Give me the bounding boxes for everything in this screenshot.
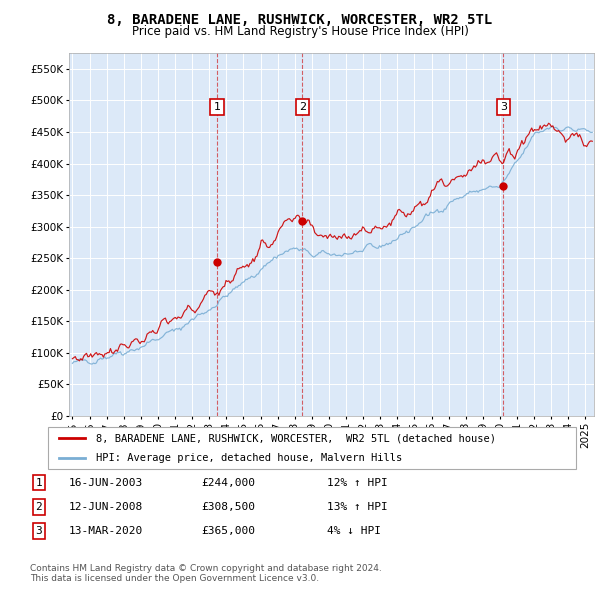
Text: 8, BARADENE LANE, RUSHWICK, WORCESTER,  WR2 5TL (detached house): 8, BARADENE LANE, RUSHWICK, WORCESTER, W…	[95, 433, 496, 443]
Text: Price paid vs. HM Land Registry's House Price Index (HPI): Price paid vs. HM Land Registry's House …	[131, 25, 469, 38]
Text: 3: 3	[500, 101, 507, 112]
Text: 12-JUN-2008: 12-JUN-2008	[69, 502, 143, 512]
Text: 8, BARADENE LANE, RUSHWICK, WORCESTER, WR2 5TL: 8, BARADENE LANE, RUSHWICK, WORCESTER, W…	[107, 13, 493, 27]
Text: 4% ↓ HPI: 4% ↓ HPI	[327, 526, 381, 536]
Text: 2: 2	[299, 101, 306, 112]
Text: £244,000: £244,000	[201, 478, 255, 487]
Text: 1: 1	[35, 478, 43, 487]
Text: 16-JUN-2003: 16-JUN-2003	[69, 478, 143, 487]
Text: £308,500: £308,500	[201, 502, 255, 512]
Text: 13% ↑ HPI: 13% ↑ HPI	[327, 502, 388, 512]
Text: HPI: Average price, detached house, Malvern Hills: HPI: Average price, detached house, Malv…	[95, 453, 402, 463]
Text: Contains HM Land Registry data © Crown copyright and database right 2024.
This d: Contains HM Land Registry data © Crown c…	[30, 563, 382, 583]
Text: 13-MAR-2020: 13-MAR-2020	[69, 526, 143, 536]
Text: 12% ↑ HPI: 12% ↑ HPI	[327, 478, 388, 487]
FancyBboxPatch shape	[48, 427, 576, 469]
Text: 1: 1	[214, 101, 221, 112]
Text: £365,000: £365,000	[201, 526, 255, 536]
Text: 3: 3	[35, 526, 43, 536]
Text: 2: 2	[35, 502, 43, 512]
